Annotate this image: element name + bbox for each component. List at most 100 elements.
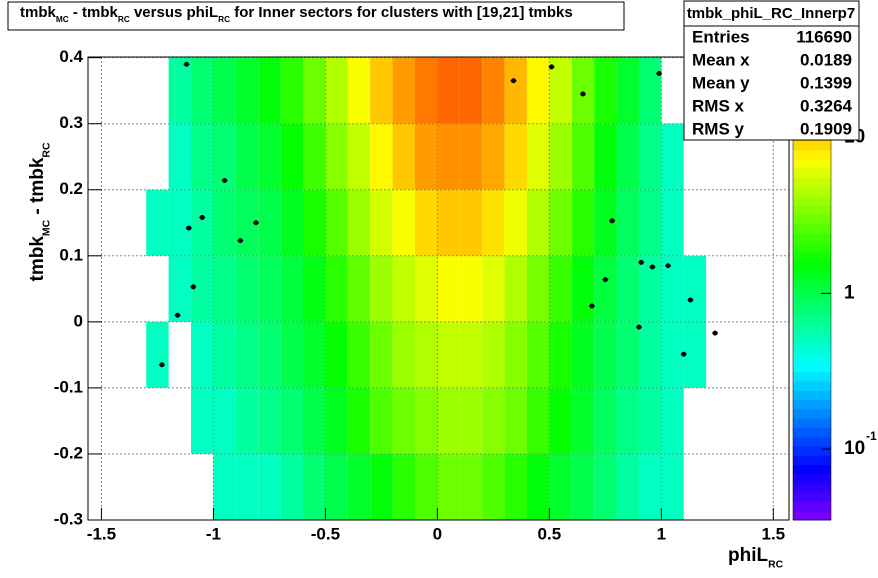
profile-point [589, 303, 595, 309]
stats-value: 0.1909 [800, 119, 852, 138]
cell [325, 57, 348, 124]
color-step [793, 381, 831, 391]
cell [235, 57, 259, 124]
cell [638, 189, 662, 256]
cell [325, 123, 348, 190]
cell [280, 321, 304, 388]
color-step [793, 279, 831, 289]
color-step [793, 214, 831, 225]
cell [414, 189, 438, 256]
cell [370, 123, 393, 190]
cell [482, 321, 505, 388]
x-tick-label: -0.5 [311, 524, 340, 543]
subscript: RC [218, 15, 230, 24]
cell [504, 189, 527, 256]
cell [191, 189, 214, 256]
cell [683, 255, 707, 322]
cell [347, 189, 371, 256]
cell [571, 189, 595, 256]
stats-name: tmbk_phiL_RC_Innerp7 [687, 5, 855, 22]
color-step [793, 418, 831, 428]
cell [392, 189, 415, 256]
cell [459, 321, 483, 388]
cell [504, 453, 527, 520]
color-step [793, 316, 831, 327]
cell [392, 123, 415, 190]
cell [303, 255, 326, 322]
color-step [793, 168, 831, 178]
cell [168, 189, 192, 256]
profile-point [253, 220, 259, 226]
cell [571, 453, 595, 520]
cell [280, 189, 304, 256]
cell [526, 453, 550, 520]
subscript: MC [56, 15, 69, 24]
cell [414, 123, 438, 190]
cell [459, 57, 483, 124]
cell [191, 123, 214, 190]
cell [146, 321, 169, 388]
x-tick-label: 1 [657, 524, 666, 543]
cell [482, 453, 505, 520]
cell [594, 387, 617, 454]
cell [638, 387, 662, 454]
profile [158, 61, 719, 368]
cell [258, 123, 281, 190]
cell [661, 453, 684, 520]
x-tick-label: 0.5 [538, 524, 562, 543]
cell [661, 123, 684, 190]
cell [213, 123, 236, 190]
color-step [793, 408, 831, 419]
cell [414, 321, 438, 388]
cell [616, 123, 639, 190]
cell [437, 321, 460, 388]
stats-value: 0.3264 [800, 96, 853, 115]
y-tick-label: 0.1 [59, 245, 83, 264]
cell [616, 189, 639, 256]
text-part: for Inner sectors for clusters with [19,… [230, 4, 573, 21]
cell [616, 255, 639, 322]
cell [168, 57, 192, 124]
cell [616, 387, 639, 454]
cell [235, 123, 259, 190]
color-step [793, 464, 831, 475]
cell [347, 387, 371, 454]
profile-point [222, 178, 228, 184]
title: tmbkMC - tmbkRC versus phiLRC for Inner … [20, 4, 573, 24]
cell [571, 57, 595, 124]
stats-value: 0.1399 [800, 73, 852, 92]
cell [258, 453, 281, 520]
stats-label: Mean y [692, 73, 750, 92]
cell [437, 57, 460, 124]
profile-point [665, 263, 671, 269]
profile-point [190, 284, 196, 290]
cell [594, 453, 617, 520]
cell [213, 321, 236, 388]
cell [213, 387, 236, 454]
color-step [793, 399, 831, 410]
cell [258, 321, 281, 388]
cell [616, 57, 639, 124]
y-tick-label: 0.2 [59, 179, 83, 198]
cell [303, 321, 326, 388]
cell [482, 189, 505, 256]
cell [616, 453, 639, 520]
x-tick-label: -1.5 [87, 524, 116, 543]
color-step [793, 427, 831, 438]
color-step [793, 445, 831, 456]
color-step [793, 177, 831, 188]
profile-point [712, 330, 718, 336]
color-step [793, 288, 831, 299]
cell [235, 255, 259, 322]
cell [437, 387, 460, 454]
color-step [793, 510, 831, 521]
cell [459, 387, 483, 454]
plot-frame [87, 56, 790, 521]
color-step [793, 232, 831, 243]
text-part: tmbk [20, 4, 56, 21]
cell [437, 123, 460, 190]
title-box [7, 1, 625, 31]
cell [146, 189, 169, 256]
y-label: tmbkMC - tmbkRC [27, 142, 52, 281]
stats-box [683, 0, 860, 141]
